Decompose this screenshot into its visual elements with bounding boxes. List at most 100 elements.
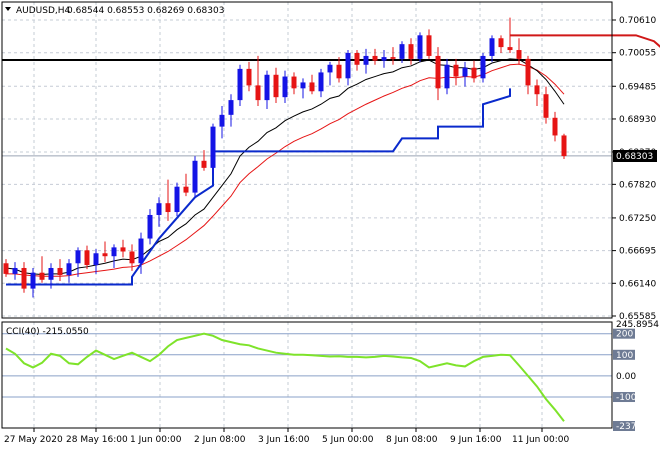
price-axis-label: 0.65585 xyxy=(619,312,656,322)
cci-axis-label: 100 xyxy=(616,351,633,361)
bear-candle[interactable] xyxy=(255,85,261,101)
bear-candle[interactable] xyxy=(471,67,477,79)
bull-candle[interactable] xyxy=(345,52,351,79)
bull-candle[interactable] xyxy=(228,100,234,115)
ohlc-values: 0.68544 0.68553 0.68269 0.68303 xyxy=(67,6,224,16)
bull-candle[interactable] xyxy=(219,114,225,127)
bear-candle[interactable] xyxy=(84,250,90,266)
cci-indicator-label: CCI(40) -215.0550 xyxy=(6,327,89,337)
bull-candle[interactable] xyxy=(111,247,117,257)
bear-candle[interactable] xyxy=(435,55,441,89)
cci-level-tag xyxy=(613,349,635,360)
bear-candle[interactable] xyxy=(372,55,378,61)
bull-candle[interactable] xyxy=(174,186,180,213)
bear-candle[interactable] xyxy=(552,117,558,136)
cci-level-tag xyxy=(613,328,635,339)
bear-candle[interactable] xyxy=(129,251,135,264)
time-axis-label: 27 May 2020 xyxy=(4,435,63,445)
bear-candle[interactable] xyxy=(120,247,126,252)
bull-candle[interactable] xyxy=(399,44,405,59)
bull-candle[interactable] xyxy=(417,35,423,59)
bear-candle[interactable] xyxy=(21,267,27,289)
bull-candle[interactable] xyxy=(30,272,36,289)
bull-candle[interactable] xyxy=(138,238,144,264)
bull-candle[interactable] xyxy=(48,267,54,280)
cci-level-tag xyxy=(613,392,635,403)
bull-candle[interactable] xyxy=(480,55,486,79)
bear-candle[interactable] xyxy=(426,35,432,56)
time-axis-label: 8 Jun 08:00 xyxy=(386,435,438,445)
bear-candle[interactable] xyxy=(561,135,567,157)
bull-candle[interactable] xyxy=(462,67,468,77)
main-grid xyxy=(2,2,612,318)
bull-candle[interactable] xyxy=(363,55,369,65)
bull-candle[interactable] xyxy=(12,267,18,274)
main-panel-frame xyxy=(1,1,613,319)
time-axis: 27 May 2020 28 May 16:00 1 Jun 00:00 2 Jun … xyxy=(4,428,569,445)
bull-candle[interactable] xyxy=(264,74,270,101)
bear-candle[interactable] xyxy=(516,50,522,59)
fast-moving-average-line xyxy=(5,58,565,275)
cci-axis-label: 0.00 xyxy=(616,372,636,382)
bull-candle[interactable] xyxy=(75,250,81,264)
bear-candle[interactable] xyxy=(102,253,108,257)
bear-candle[interactable] xyxy=(390,57,396,59)
bull-candle[interactable] xyxy=(381,57,387,61)
bear-candle[interactable] xyxy=(183,186,189,193)
time-axis-label: 2 Jun 08:00 xyxy=(194,435,246,445)
current-price-tag-text: 0.68303 xyxy=(616,152,653,162)
bull-candle[interactable] xyxy=(66,263,72,276)
bear-candle[interactable] xyxy=(273,74,279,98)
cci-panel-frame xyxy=(1,321,613,429)
trailing-resistance-line xyxy=(510,34,660,48)
bull-candle[interactable] xyxy=(156,203,162,215)
bear-candle[interactable] xyxy=(543,94,549,118)
cci-plot[interactable] xyxy=(5,332,565,422)
bull-candle[interactable] xyxy=(210,126,216,168)
cci-axis-label: -100 xyxy=(616,393,637,403)
bear-candle[interactable] xyxy=(246,68,252,86)
bear-candle[interactable] xyxy=(165,203,171,213)
bear-candle[interactable] xyxy=(336,64,342,79)
bear-candle[interactable] xyxy=(534,85,540,95)
price-axis-label: 0.67250 xyxy=(619,214,656,224)
bear-candle[interactable] xyxy=(309,82,315,92)
bull-candle[interactable] xyxy=(147,214,153,239)
cci-panel-background xyxy=(0,322,612,428)
bear-candle[interactable] xyxy=(453,64,459,77)
time-axis-label: 28 May 16:00 xyxy=(66,435,128,445)
price-axis-label: 0.68930 xyxy=(619,115,656,125)
time-axis-label: 5 Jun 00:00 xyxy=(322,435,374,445)
bull-candle[interactable] xyxy=(93,253,99,266)
bear-candle[interactable] xyxy=(3,263,9,274)
price-plot[interactable] xyxy=(2,17,660,298)
cci-level-tag xyxy=(613,421,635,431)
bull-candle[interactable] xyxy=(282,76,288,98)
bear-candle[interactable] xyxy=(291,76,297,89)
bear-candle[interactable] xyxy=(498,38,504,48)
bear-candle[interactable] xyxy=(57,267,63,276)
bull-candle[interactable] xyxy=(318,72,324,92)
bear-candle[interactable] xyxy=(39,272,45,280)
bull-candle[interactable] xyxy=(327,64,333,73)
bull-candle[interactable] xyxy=(237,68,243,101)
bear-candle[interactable] xyxy=(201,160,207,168)
bear-candle[interactable] xyxy=(507,47,513,51)
bear-candle[interactable] xyxy=(525,58,531,86)
price-axis-label: 0.70055 xyxy=(619,49,656,59)
bull-candle[interactable] xyxy=(300,82,306,89)
cci-line xyxy=(5,332,565,422)
bear-candle[interactable] xyxy=(408,44,414,59)
chart-dropdown-icon[interactable] xyxy=(5,7,11,11)
price-axis-label: 0.69485 xyxy=(619,82,656,92)
bull-candle[interactable] xyxy=(444,64,450,89)
bull-candle[interactable] xyxy=(489,38,495,56)
bear-candle[interactable] xyxy=(354,52,360,65)
cci-axis-label: 245.8954 xyxy=(616,320,659,330)
bull-candle[interactable] xyxy=(192,160,198,193)
time-axis-label: 11 Jun 00:00 xyxy=(512,435,569,445)
price-axis-label: 0.67820 xyxy=(619,180,656,190)
cci-axis-label: 200 xyxy=(616,330,633,340)
